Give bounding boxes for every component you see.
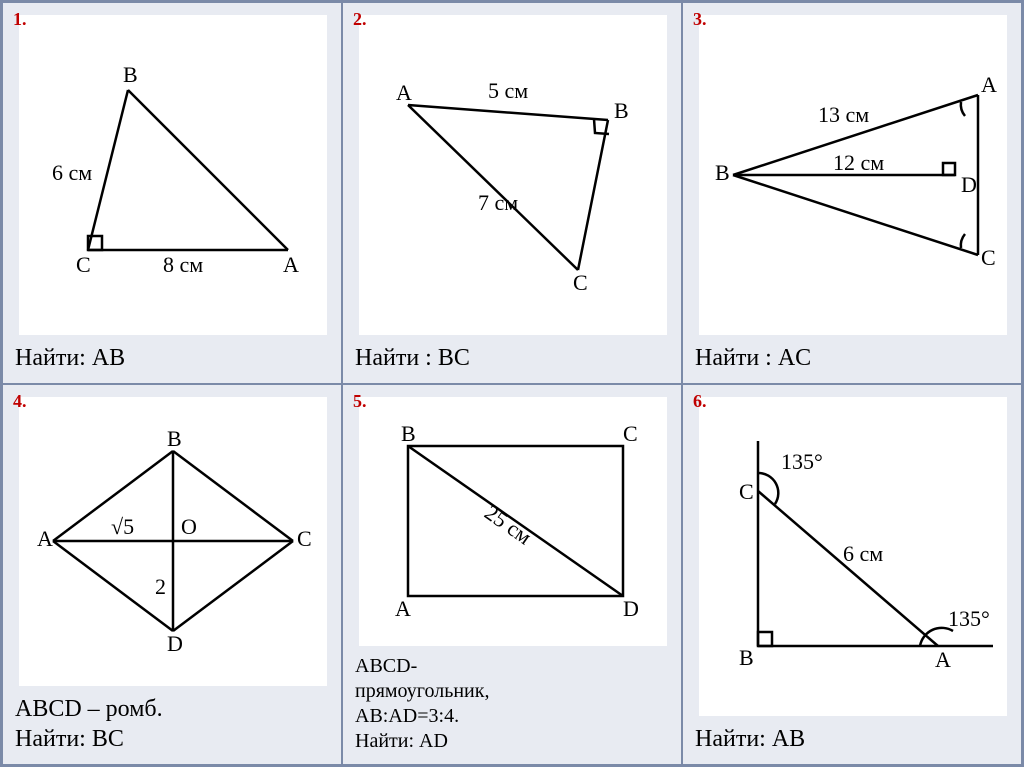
svg-text:135°: 135° <box>948 606 990 631</box>
cell-3: 3. A B C D 13 см 12 см <box>682 2 1022 384</box>
figure-4: B A C D O √5 2 <box>19 397 327 687</box>
svg-text:6 см: 6 см <box>843 541 883 566</box>
figure-3: A B C D 13 см 12 см <box>699 15 1007 335</box>
svg-text:A: A <box>283 252 299 277</box>
svg-text:O: O <box>181 514 197 539</box>
svg-text:B: B <box>739 645 754 670</box>
problem-number: 5. <box>353 391 367 412</box>
svg-text:A: A <box>395 596 411 621</box>
svg-text:D: D <box>167 631 183 656</box>
svg-text:7 см: 7 см <box>478 190 518 215</box>
caption-2: Найти : BC <box>355 343 671 373</box>
figure-5: B C A D 25 см <box>359 397 667 647</box>
svg-text:25 см: 25 см <box>480 500 536 550</box>
caption-6: Найти: AB <box>695 724 1011 754</box>
svg-text:B: B <box>614 98 629 123</box>
problem-number: 6. <box>693 391 707 412</box>
svg-text:C: C <box>297 526 312 551</box>
svg-text:2: 2 <box>155 574 166 599</box>
svg-text:C: C <box>739 479 754 504</box>
problem-number: 4. <box>13 391 27 412</box>
svg-text:D: D <box>961 172 977 197</box>
svg-text:6 см: 6 см <box>52 160 92 185</box>
svg-text:C: C <box>76 252 91 277</box>
svg-text:√5: √5 <box>111 514 134 539</box>
cell-4: 4. B A C D O √5 2 <box>2 384 342 766</box>
svg-text:B: B <box>715 160 730 185</box>
cell-6: 6. C B A 135° 135° 6 см <box>682 384 1022 766</box>
svg-text:C: C <box>623 421 638 446</box>
figure-6: C B A 135° 135° 6 см <box>699 397 1007 717</box>
caption-5: ABCD- прямоугольник, AB:AD=3:4. Найти: A… <box>355 654 671 754</box>
svg-text:135°: 135° <box>781 449 823 474</box>
figure-1: B C A 6 см 8 см <box>19 15 327 335</box>
svg-text:A: A <box>981 72 997 97</box>
problem-number: 2. <box>353 9 367 30</box>
problem-number: 1. <box>13 9 27 30</box>
cell-2: 2. A B C 5 см 7 см Найти : BC <box>342 2 682 384</box>
caption-1: Найти: AB <box>15 343 331 373</box>
svg-text:A: A <box>396 80 412 105</box>
svg-text:12 см: 12 см <box>833 150 884 175</box>
svg-text:C: C <box>573 270 588 290</box>
svg-text:A: A <box>37 526 53 551</box>
svg-text:C: C <box>981 245 996 270</box>
svg-text:B: B <box>123 62 138 87</box>
svg-text:B: B <box>401 421 416 446</box>
svg-text:8 см: 8 см <box>163 252 203 277</box>
problem-number: 3. <box>693 9 707 30</box>
caption-4: ABCD – ромб. Найти: BC <box>15 694 331 754</box>
svg-text:13 см: 13 см <box>818 102 869 127</box>
figure-2: A B C 5 см 7 см <box>359 15 667 335</box>
caption-3: Найти : AC <box>695 343 1011 373</box>
svg-text:B: B <box>167 426 182 451</box>
svg-text:A: A <box>935 647 951 672</box>
cell-1: 1. B C A 6 см 8 см Найти: AB <box>2 2 342 384</box>
problems-grid: 1. B C A 6 см 8 см Найти: AB <box>0 0 1024 767</box>
cell-5: 5. B C A D 25 см ABCD- прямоугольник, AB… <box>342 384 682 766</box>
svg-text:D: D <box>623 596 639 621</box>
svg-text:5 см: 5 см <box>488 78 528 103</box>
